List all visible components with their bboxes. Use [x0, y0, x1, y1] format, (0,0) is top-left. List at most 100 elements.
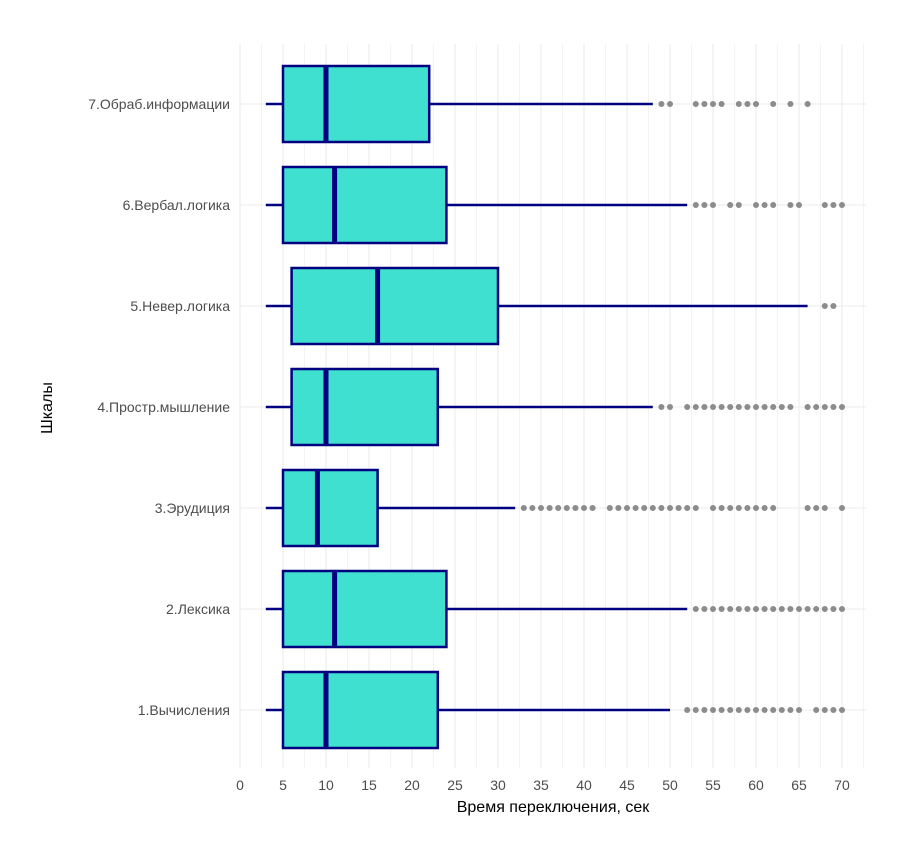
- outlier-point: [761, 505, 768, 511]
- outlier-point: [770, 606, 777, 612]
- outlier-point: [632, 505, 639, 511]
- outlier-point: [813, 606, 820, 612]
- y-tick-label: 6.Вербал.логика: [123, 197, 231, 213]
- outlier-point: [727, 606, 734, 612]
- outlier-point: [727, 202, 734, 208]
- outlier-point: [753, 707, 759, 713]
- x-tick-label: 25: [447, 777, 463, 793]
- outlier-point: [753, 202, 759, 208]
- outlier-point: [770, 707, 777, 713]
- outlier-point: [744, 505, 751, 511]
- x-tick-label: 10: [318, 777, 334, 793]
- outlier-point: [718, 101, 725, 107]
- outlier-point: [787, 606, 794, 612]
- x-tick-label: 30: [490, 777, 506, 793]
- outlier-point: [589, 505, 596, 511]
- outlier-point: [761, 707, 768, 713]
- y-tick-label: 1.Вычисления: [138, 702, 230, 718]
- outlier-point: [641, 505, 648, 511]
- outlier-point: [658, 505, 665, 511]
- outlier-point: [830, 606, 837, 612]
- outlier-point: [718, 505, 725, 511]
- outlier-point: [804, 404, 811, 410]
- outlier-point: [624, 505, 630, 511]
- outlier-point: [839, 606, 845, 612]
- outlier-point: [710, 404, 716, 410]
- x-tick-label: 5: [279, 777, 287, 793]
- outlier-point: [658, 404, 665, 410]
- outlier-point: [787, 202, 794, 208]
- x-tick-label: 70: [834, 777, 850, 793]
- outlier-point: [761, 404, 768, 410]
- outlier-point: [710, 606, 716, 612]
- outlier-point: [718, 707, 725, 713]
- outlier-point: [692, 404, 699, 410]
- outlier-point: [667, 101, 673, 107]
- outlier-point: [796, 707, 802, 713]
- y-tick-label: 2.Лексика: [166, 601, 230, 617]
- x-tick-label: 35: [533, 777, 549, 793]
- outlier-point: [787, 707, 794, 713]
- outlier-point: [753, 101, 759, 107]
- outlier-point: [701, 707, 708, 713]
- boxes: [265, 64, 808, 750]
- outlier-point: [667, 505, 673, 511]
- outlier-point: [813, 505, 820, 511]
- outlier-point: [692, 606, 699, 612]
- outlier-point: [684, 404, 691, 410]
- outlier-point: [753, 404, 759, 410]
- outlier-point: [692, 101, 699, 107]
- outlier-point: [830, 404, 837, 410]
- outlier-point: [761, 202, 768, 208]
- outlier-point: [744, 101, 751, 107]
- y-tick-label: 7.Обраб.информации: [88, 96, 230, 112]
- outlier-point: [770, 404, 777, 410]
- outlier-point: [649, 505, 656, 511]
- outlier-point: [538, 505, 544, 511]
- outlier-point: [778, 404, 785, 410]
- outlier-point: [710, 202, 716, 208]
- outlier-point: [770, 101, 777, 107]
- box: [290, 266, 500, 346]
- outlier-point: [753, 505, 759, 511]
- outlier-point: [727, 404, 734, 410]
- outlier-point: [692, 707, 699, 713]
- box: [281, 165, 448, 245]
- outlier-point: [821, 202, 828, 208]
- outlier-point: [839, 505, 845, 511]
- outlier-point: [821, 303, 828, 309]
- outlier-point: [727, 505, 734, 511]
- outlier-point: [692, 505, 699, 511]
- outlier-point: [770, 202, 777, 208]
- outlier-point: [520, 505, 527, 511]
- outlier-point: [710, 505, 716, 511]
- outlier-point: [830, 202, 837, 208]
- outlier-point: [563, 505, 570, 511]
- outlier-point: [735, 404, 742, 410]
- x-tick-label: 55: [705, 777, 721, 793]
- outlier-point: [744, 707, 751, 713]
- outlier-point: [804, 101, 811, 107]
- x-tick-label: 50: [662, 777, 678, 793]
- outlier-point: [701, 101, 708, 107]
- outlier-point: [718, 404, 725, 410]
- outlier-point: [615, 505, 622, 511]
- outlier-point: [744, 404, 751, 410]
- outlier-point: [684, 707, 691, 713]
- outlier-point: [839, 707, 845, 713]
- outlier-point: [546, 505, 553, 511]
- outlier-point: [787, 101, 794, 107]
- box: [281, 468, 379, 548]
- outlier-point: [658, 101, 665, 107]
- outlier-point: [701, 404, 708, 410]
- outlier-point: [735, 707, 742, 713]
- y-tick-label: 4.Простр.мышление: [97, 399, 230, 415]
- outlier-point: [770, 505, 777, 511]
- x-tick-labels: 0 5 10 15 20 25 30 35 40 45 50 55 60 65 70: [236, 777, 850, 793]
- outlier-point: [778, 606, 785, 612]
- box: [281, 64, 431, 144]
- outlier-point: [581, 505, 587, 511]
- outlier-point: [735, 101, 742, 107]
- outlier-point: [804, 505, 811, 511]
